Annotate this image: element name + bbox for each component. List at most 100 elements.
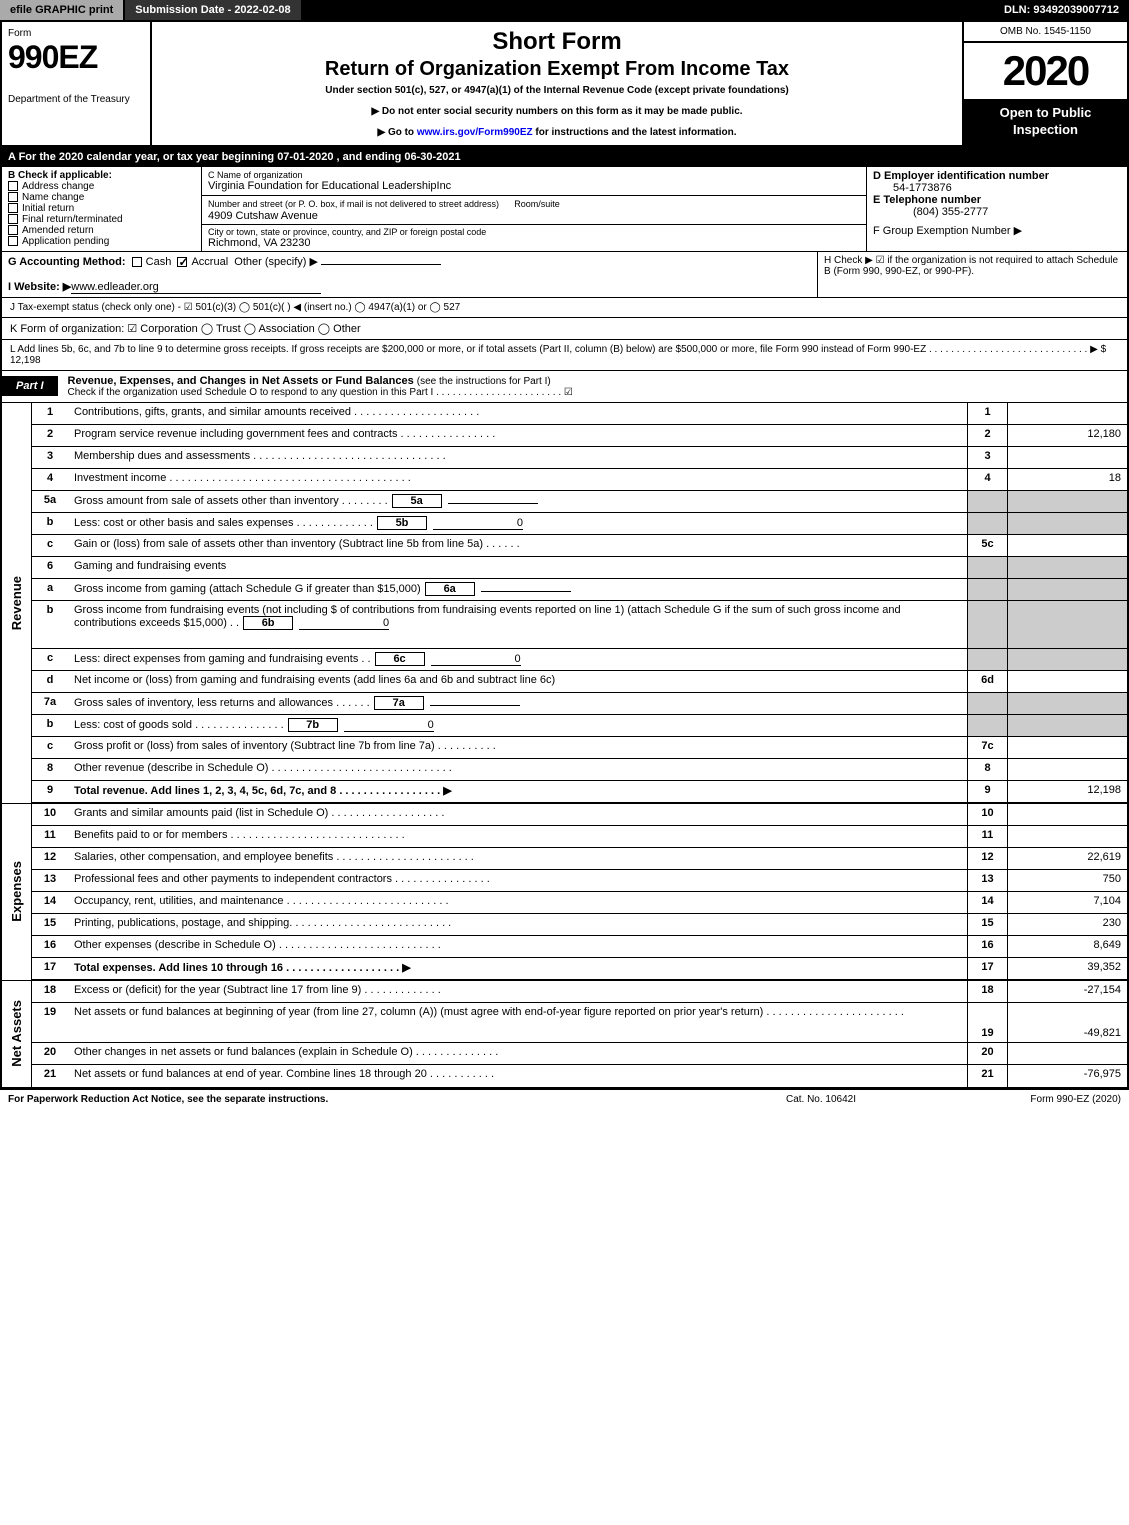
accrual-checkbox[interactable] [177, 257, 187, 267]
page-footer: For Paperwork Reduction Act Notice, see … [0, 1089, 1129, 1109]
addr-change-checkbox[interactable] [8, 181, 18, 191]
part1-header: Part I Revenue, Expenses, and Changes in… [0, 371, 1129, 403]
l12-num: 12 [32, 848, 68, 869]
l14-desc: Occupancy, rent, utilities, and maintena… [68, 892, 967, 913]
l4-num: 4 [32, 469, 68, 490]
l8-box: 8 [967, 759, 1007, 780]
l13-box: 13 [967, 870, 1007, 891]
l7a-ib: 7a [374, 696, 424, 710]
l6a-ib: 6a [425, 582, 475, 596]
form-header: Form 990EZ Department of the Treasury Sh… [0, 20, 1129, 147]
subtitle-3: ▶ Go to www.irs.gov/Form990EZ for instru… [162, 127, 952, 138]
l5a-box [967, 491, 1007, 512]
l7b-valcell [1007, 715, 1127, 736]
netassets-lines: 18Excess or (deficit) for the year (Subt… [32, 981, 1127, 1087]
header-left: Form 990EZ Department of the Treasury [2, 22, 152, 145]
l-text: L Add lines 5b, 6c, and 7b to line 9 to … [10, 344, 1106, 355]
l-value: 12,198 [10, 355, 41, 366]
l3-num: 3 [32, 447, 68, 468]
revenue-sidebar: Revenue [2, 403, 32, 803]
l6c-ib: 6c [375, 652, 425, 666]
l5b-box [967, 513, 1007, 534]
l6c-d: Less: direct expenses from gaming and fu… [74, 653, 371, 665]
other-input[interactable] [321, 264, 441, 265]
city-label: City or town, state or province, country… [208, 227, 860, 237]
l18-box: 18 [967, 981, 1007, 1002]
header-right: OMB No. 1545-1150 2020 Open to Public In… [962, 22, 1127, 145]
l20-desc: Other changes in net assets or fund bala… [68, 1043, 967, 1064]
part1-sub: (see the instructions for Part I) [417, 376, 551, 387]
irs-link[interactable]: www.irs.gov/Form990EZ [417, 127, 533, 138]
c-name-label: C Name of organization [208, 170, 860, 180]
l9-val: 12,198 [1007, 781, 1127, 802]
l6d-desc: Net income or (loss) from gaming and fun… [68, 671, 967, 692]
l21-box: 21 [967, 1065, 1007, 1087]
l15-num: 15 [32, 914, 68, 935]
l4-desc: Investment income . . . . . . . . . . . … [68, 469, 967, 490]
name-change-checkbox[interactable] [8, 192, 18, 202]
l5c-desc: Gain or (loss) from sale of assets other… [68, 535, 967, 556]
initial-checkbox[interactable] [8, 203, 18, 213]
phone-value: (804) 355-2777 [913, 206, 1121, 218]
amended-checkbox[interactable] [8, 225, 18, 235]
l5a-iv [448, 503, 538, 504]
l13-val: 750 [1007, 870, 1127, 891]
l5a-desc: Gross amount from sale of assets other t… [68, 491, 967, 512]
l16-val: 8,649 [1007, 936, 1127, 957]
dept-label: Department of the Treasury [8, 94, 144, 105]
room-label: Room/suite [514, 199, 560, 209]
l16-num: 16 [32, 936, 68, 957]
box-b: B Check if applicable: Address change Na… [2, 167, 202, 251]
expenses-side-label: Expenses [9, 861, 24, 922]
l6-box [967, 557, 1007, 578]
l13-desc: Professional fees and other payments to … [68, 870, 967, 891]
name-change-label: Name change [22, 192, 84, 203]
l7c-num: c [32, 737, 68, 758]
phone-label: E Telephone number [873, 194, 981, 206]
amended-label: Amended return [22, 225, 94, 236]
l21-desc: Net assets or fund balances at end of ye… [68, 1065, 967, 1087]
l1-val [1007, 403, 1127, 424]
initial-label: Initial return [22, 203, 74, 214]
l3-box: 3 [967, 447, 1007, 468]
l7c-val [1007, 737, 1127, 758]
final-checkbox[interactable] [8, 214, 18, 224]
l6b-box [967, 601, 1007, 648]
box-b-title: B Check if applicable: [8, 170, 112, 181]
ein-label: D Employer identification number [873, 170, 1049, 182]
l6b-ib: 6b [243, 616, 293, 630]
l6c-box [967, 649, 1007, 670]
l20-val [1007, 1043, 1127, 1064]
l7c-desc: Gross profit or (loss) from sales of inv… [68, 737, 967, 758]
revenue-block: Revenue 1Contributions, gifts, grants, a… [0, 403, 1129, 803]
l7a-d: Gross sales of inventory, less returns a… [74, 697, 370, 709]
l7b-iv: 0 [344, 719, 434, 732]
l6b-valcell [1007, 601, 1127, 648]
footer-mid: Cat. No. 10642I [721, 1094, 921, 1105]
l4-box: 4 [967, 469, 1007, 490]
submission-date-label: Submission Date - 2022-02-08 [125, 0, 302, 20]
j-row: J Tax-exempt status (check only one) - ☑… [0, 298, 1129, 318]
subtitle-1: Under section 501(c), 527, or 4947(a)(1)… [162, 85, 952, 96]
l19-num: 19 [32, 1003, 68, 1042]
l6d-num: d [32, 671, 68, 692]
pending-checkbox[interactable] [8, 236, 18, 246]
l6b-iv: 0 [299, 617, 389, 630]
l17-box: 17 [967, 958, 1007, 979]
l9-desc: Total revenue. Add lines 1, 2, 3, 4, 5c,… [68, 781, 967, 802]
l11-desc: Benefits paid to or for members . . . . … [68, 826, 967, 847]
l5c-box: 5c [967, 535, 1007, 556]
org-name: Virginia Foundation for Educational Lead… [208, 180, 860, 192]
l17-val: 39,352 [1007, 958, 1127, 979]
l-row: L Add lines 5b, 6c, and 7b to line 9 to … [0, 340, 1129, 371]
l14-num: 14 [32, 892, 68, 913]
header-center: Short Form Return of Organization Exempt… [152, 22, 962, 145]
l21-num: 21 [32, 1065, 68, 1087]
l7a-iv [430, 705, 520, 706]
l18-num: 18 [32, 981, 68, 1002]
l20-box: 20 [967, 1043, 1007, 1064]
l19-box: 19 [967, 1003, 1007, 1042]
efile-print-button[interactable]: efile GRAPHIC print [0, 0, 125, 20]
l10-val [1007, 804, 1127, 825]
cash-checkbox[interactable] [132, 257, 142, 267]
